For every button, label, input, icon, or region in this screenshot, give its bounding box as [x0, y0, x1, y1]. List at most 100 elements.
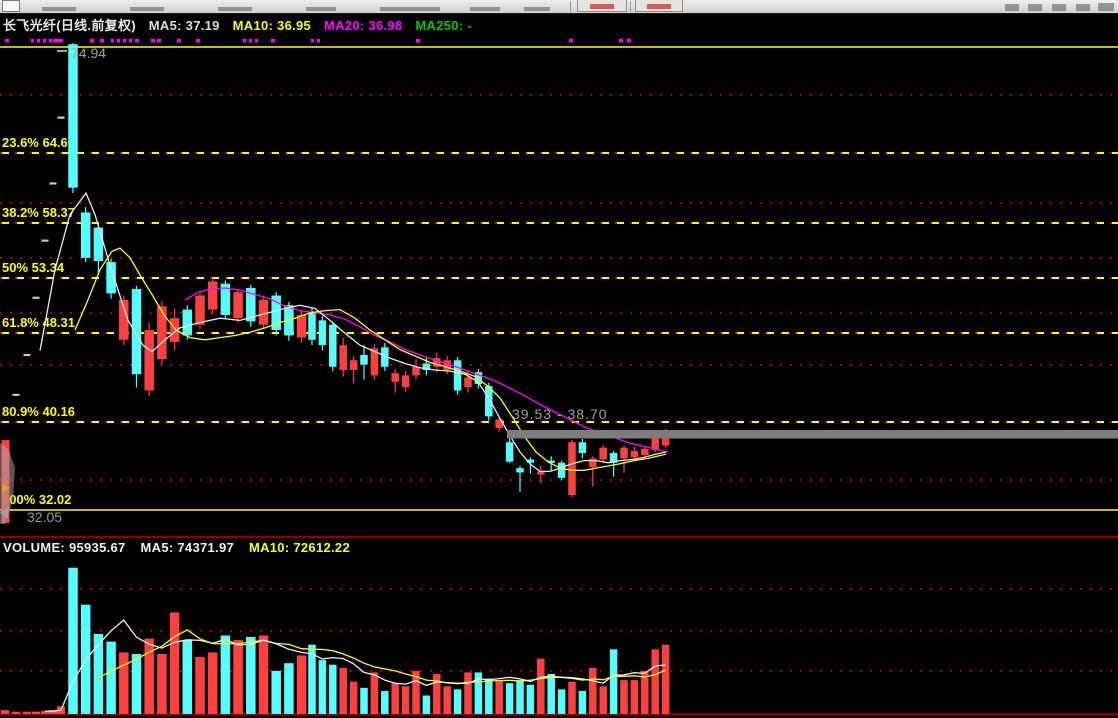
candle-body	[207, 281, 218, 310]
candle-body	[271, 295, 281, 331]
candle-body	[609, 453, 618, 463]
signal-dot	[151, 39, 155, 43]
buy-button[interactable]	[577, 0, 627, 12]
volume-bar	[308, 644, 316, 714]
volume-header-row: VOLUME: 95935.67 MA5: 74371.97 MA10: 726…	[3, 540, 361, 556]
candle-body	[157, 306, 167, 360]
volume-bar	[464, 672, 472, 714]
ma5-readout: MA5: 37.19	[148, 18, 220, 33]
signal-dot	[123, 39, 126, 43]
candle-body	[68, 44, 78, 188]
low-arrow-icon	[0, 507, 8, 519]
marker-triangle	[2, 483, 9, 493]
volume-stub-bar	[12, 711, 20, 714]
candle-body	[557, 462, 566, 478]
sell-button[interactable]	[635, 0, 683, 12]
volume-bar	[195, 657, 205, 714]
signal-dot	[37, 39, 40, 43]
measure-band	[507, 430, 1118, 439]
volume-bar	[106, 641, 116, 714]
signal-dot	[53, 39, 63, 43]
halt-dash-candle	[23, 353, 31, 357]
volume-bar	[391, 683, 399, 714]
ma250-readout: MA250: -	[415, 18, 472, 33]
candle-body	[474, 372, 483, 385]
volume-bar	[119, 652, 129, 714]
volume-bar	[157, 653, 167, 714]
candle-body	[578, 442, 587, 454]
volume-bar	[620, 680, 628, 714]
volume-bar	[339, 667, 347, 714]
window-tool-icon[interactable]	[1052, 4, 1066, 11]
window-tool-icon[interactable]	[1098, 3, 1114, 11]
volume-bar	[284, 663, 294, 714]
menu-item-stub[interactable]	[306, 7, 336, 11]
window-tool-icon[interactable]	[1076, 4, 1090, 11]
menu-item-stub[interactable]	[524, 7, 550, 11]
candle-body	[453, 360, 462, 391]
volume-bar	[599, 686, 607, 714]
volume-stub-bar	[41, 710, 49, 714]
signal-dot	[619, 39, 623, 43]
menu-item-stub[interactable]	[218, 7, 252, 11]
candle-body	[505, 442, 514, 462]
volume-bar	[609, 649, 618, 714]
signal-dot	[117, 39, 120, 43]
high-tick	[57, 50, 67, 52]
stock-title: 长飞光纤(日线.前复权)	[3, 18, 136, 33]
candle-body	[106, 262, 116, 294]
ma20-readout: MA20: 36.98	[324, 18, 403, 33]
candle-body	[131, 289, 142, 375]
candle-body	[339, 345, 347, 370]
signal-dot	[157, 39, 161, 43]
candle-body	[220, 283, 231, 315]
low-label: 32.05	[27, 509, 62, 525]
candle-body	[568, 442, 576, 496]
app-icon[interactable]	[2, 0, 20, 12]
candle-body	[296, 314, 307, 338]
menu-item-stub[interactable]	[42, 7, 76, 11]
signal-dot	[135, 39, 139, 43]
volume-bar	[474, 672, 483, 714]
window-tool-icon[interactable]	[1005, 4, 1019, 11]
signal-dot	[569, 39, 573, 43]
volume-ma5-readout: MA5: 74371.97	[140, 540, 235, 555]
halt-dash-candle	[49, 182, 57, 185]
volume-bar	[370, 672, 379, 714]
fib-label: 50% 53.34	[2, 260, 65, 275]
ma20-line	[184, 287, 669, 453]
volume-bar	[537, 658, 545, 714]
menu-item-stub[interactable]	[130, 7, 164, 11]
candle-body	[119, 299, 129, 340]
candle-body	[433, 358, 441, 367]
ma5-line	[39, 191, 667, 473]
candle-body	[318, 320, 327, 346]
volume-readout: VOLUME: 95935.67	[3, 540, 126, 555]
volume-bar	[661, 644, 670, 714]
candle-body	[651, 436, 659, 450]
ma10-line	[74, 247, 667, 471]
menu-item-stub[interactable]	[380, 7, 440, 11]
candle-body	[381, 347, 389, 367]
volume-bar	[246, 637, 256, 714]
high-label: 74.94	[71, 45, 106, 61]
candle-body	[169, 318, 180, 342]
volume-bar	[495, 680, 503, 714]
volume-bar	[505, 683, 514, 714]
candle-body	[80, 212, 91, 258]
volume-bar	[412, 670, 420, 714]
volume-bar	[258, 635, 269, 714]
candle-body	[495, 419, 503, 429]
window-tool-icon[interactable]	[1028, 4, 1042, 11]
volume-bar	[220, 635, 231, 714]
volume-bar	[630, 680, 639, 714]
chart-title-row: 长飞光纤(日线.前复权) MA5: 37.19 MA10: 36.95 MA20…	[3, 15, 481, 33]
menu-item-stub[interactable]	[470, 7, 500, 11]
halt-dash-candle	[57, 116, 65, 119]
candle-body	[144, 330, 154, 391]
candle-body	[401, 375, 410, 388]
volume-bar	[401, 686, 410, 714]
candle-body	[349, 360, 358, 370]
signal-dot	[49, 39, 52, 43]
